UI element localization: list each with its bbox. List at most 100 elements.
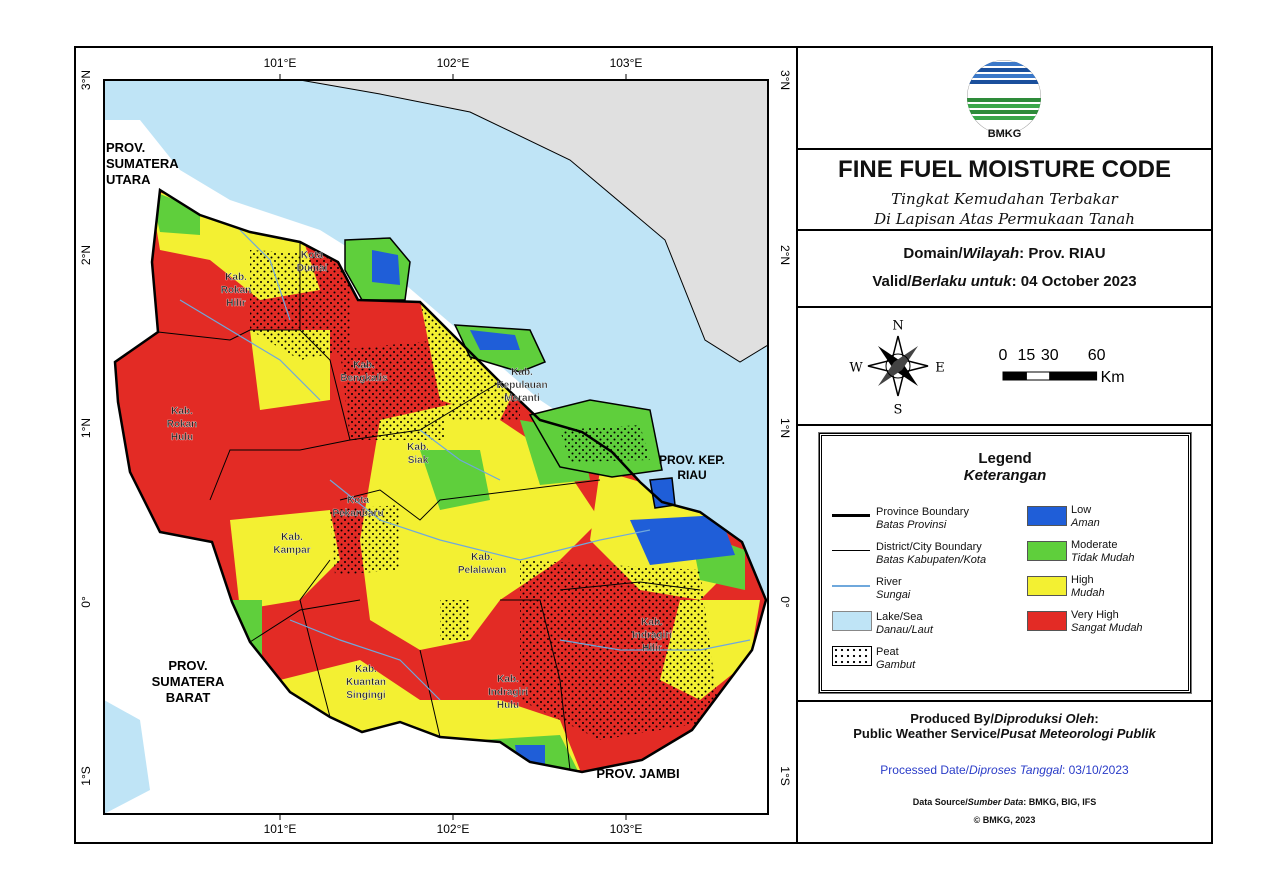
latitude-label: 2°N	[778, 245, 792, 265]
legend-swatch	[1027, 576, 1067, 596]
text: Wilayah	[962, 245, 1020, 262]
legend-item: Very High Sangat Mudah	[1027, 609, 1177, 635]
legend-item: Moderate Tidak Mudah	[1027, 539, 1177, 565]
legend-text: Province Boundary Batas Provinsi	[876, 506, 969, 532]
domain-line: Domain/Wilayah: Prov. RIAU	[797, 245, 1212, 262]
legend-item: Province Boundary Batas Provinsi	[832, 506, 1002, 532]
logo-stripe	[967, 80, 1041, 84]
river	[239, 229, 291, 321]
legend-name: Peat	[876, 646, 899, 658]
river	[329, 479, 651, 561]
legend-text: River Sungai	[876, 576, 910, 602]
legend-name: Low	[1071, 504, 1092, 516]
text: Diproses Tanggal	[969, 763, 1062, 777]
legend-name: River	[876, 576, 902, 588]
map-label: BARAT	[166, 690, 211, 705]
legend-name: High	[1071, 574, 1094, 586]
legend-title: Legend	[978, 450, 1032, 467]
map-label: Indragiri	[632, 630, 672, 641]
district-boundary	[249, 599, 361, 643]
legend-name-local: Sungai	[876, 589, 911, 601]
logo-stripe	[967, 116, 1041, 120]
text: Domain/	[903, 245, 963, 262]
legend-name: Moderate	[1071, 539, 1118, 551]
peat-area	[560, 425, 650, 462]
logo-stripe	[967, 98, 1041, 102]
logo-stripe	[967, 68, 1041, 72]
legend-item: District/City Boundary Batas Kabupaten/Ko…	[832, 541, 1002, 567]
legend-section: Legend Keterangan Province Boundary Batas…	[797, 426, 1212, 702]
map-label: Hilir	[226, 298, 246, 309]
longitude-label: 103°E	[610, 822, 643, 836]
latitude-label: 1°S	[79, 766, 93, 785]
legend-symbol	[832, 514, 870, 517]
map-label: Kab.	[353, 360, 375, 371]
text: Valid/	[872, 273, 912, 290]
latitude-label: 3°N	[79, 70, 93, 90]
map-label: Meranti	[504, 393, 540, 404]
map-label: Rokan	[167, 419, 198, 430]
legend-name-local: Batas Provinsi	[876, 519, 947, 531]
legend-name-local: Batas Kabupaten/Kota	[876, 554, 987, 566]
produced-line: Produced By/Diproduksi Oleh:	[797, 711, 1212, 726]
frame	[74, 46, 1213, 844]
fmc-zone	[630, 515, 735, 565]
map-label: Kab.	[497, 674, 519, 685]
legend-item: River Sungai	[832, 576, 1002, 602]
district-boundary	[419, 649, 441, 738]
legend-swatch	[1027, 611, 1067, 631]
peat-area	[330, 505, 400, 575]
logo-section: BMKG	[797, 47, 1212, 150]
legend-name-local: Aman	[1071, 517, 1100, 529]
text: : 03/10/2023	[1061, 763, 1129, 777]
map-label: Pelalawan	[458, 565, 506, 576]
district-boundary	[339, 479, 601, 521]
malaysia	[299, 80, 768, 363]
compass-letter: W	[849, 361, 863, 376]
text: :	[1094, 711, 1099, 726]
province-boundary	[113, 187, 768, 774]
river	[179, 299, 321, 401]
subtitle: Di Lapisan Atas Permukaan Tanah	[874, 210, 1135, 228]
copyright: © BMKG, 2023	[973, 815, 1036, 825]
text: Berlaku untuk	[911, 273, 1012, 290]
map-label: Kab.	[281, 532, 303, 543]
domain-section: Domain/Wilayah: Prov. RIAU Valid/Berlaku…	[797, 231, 1212, 308]
latitude-label: 0°	[778, 596, 792, 608]
map-label: PROV.	[168, 658, 207, 673]
logo-stripe	[967, 110, 1041, 114]
legend-text: High Mudah	[1071, 574, 1105, 600]
processed-line: Processed Date/Diproses Tanggal: 03/10/2…	[797, 763, 1212, 777]
map-label: Kab.	[641, 617, 663, 628]
logo-stripe	[967, 104, 1041, 108]
text: Diproduksi Oleh	[994, 711, 1095, 726]
map-label: Pekanbaru	[332, 508, 383, 519]
map-label: PROV. JAMBI	[596, 766, 679, 781]
river	[419, 429, 501, 481]
text: Data Source/	[912, 797, 968, 807]
compass-section	[797, 308, 1212, 426]
fmc-classes	[150, 190, 760, 772]
text: Pusat Meteorologi Publik	[1000, 726, 1156, 741]
legend-text: Moderate Tidak Mudah	[1071, 539, 1135, 565]
legend-swatch	[1027, 506, 1067, 526]
island-zone	[470, 330, 520, 350]
district-boundary	[157, 329, 300, 341]
district-boundary	[500, 599, 571, 771]
compass-star	[878, 346, 918, 386]
legend-name: Province Boundary	[876, 506, 969, 518]
sea	[104, 80, 768, 600]
map-label: Kuantan	[346, 677, 386, 688]
logo-circle	[967, 60, 1041, 134]
river	[559, 639, 751, 651]
compass-letter: E	[935, 361, 945, 376]
legend-name-local: Sangat Mudah	[1071, 622, 1143, 634]
text: : 04 October 2023	[1011, 273, 1137, 290]
map-label: Singingi	[346, 690, 386, 701]
text: Produced By/	[910, 711, 995, 726]
legend-item: Peat Gambut	[832, 646, 1002, 672]
legend-symbol	[832, 646, 872, 666]
legend-name-local: Tidak Mudah	[1071, 552, 1135, 564]
